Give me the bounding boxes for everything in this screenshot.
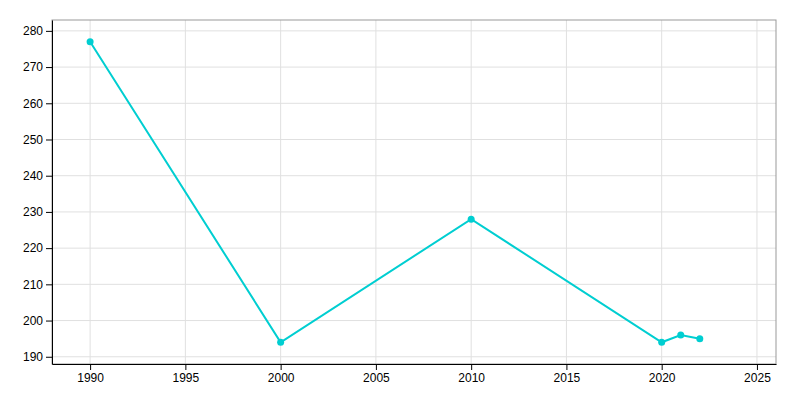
grid-line-y <box>52 284 776 285</box>
tick-mark <box>46 103 52 104</box>
tick-mark <box>376 364 377 370</box>
tick-mark <box>46 248 52 249</box>
tick: 210 <box>23 278 52 292</box>
grid-line-y <box>52 211 776 212</box>
tick-mark <box>185 364 186 370</box>
grid-line-y <box>52 175 776 176</box>
tick: 2015 <box>554 364 581 385</box>
tick: 2005 <box>363 364 390 385</box>
grid-line-x <box>756 20 757 364</box>
point <box>468 216 475 223</box>
tick-mark <box>471 364 472 370</box>
grid-line-x <box>375 20 376 364</box>
tick: 2025 <box>744 364 771 385</box>
tick-label: 2010 <box>458 371 485 385</box>
plot: 1990 1995 2000 2005 2010 2015 2020 2025 190 200 21… <box>23 20 777 385</box>
grid-line-x <box>566 20 567 364</box>
grid <box>52 20 776 364</box>
axis-line <box>53 364 777 365</box>
grid-line-y <box>52 30 776 31</box>
grid-line-y <box>52 139 776 140</box>
tick-label: 2000 <box>268 371 295 385</box>
point <box>277 339 284 346</box>
tick-label: 1995 <box>173 371 200 385</box>
tick: 250 <box>23 133 52 147</box>
tick-label: 1990 <box>77 371 104 385</box>
tick: 280 <box>23 24 52 38</box>
tick: 1995 <box>173 364 200 385</box>
tick-label: 2025 <box>744 371 771 385</box>
tick: 240 <box>23 169 52 183</box>
tick-mark <box>46 31 52 32</box>
grid-line-x <box>90 20 91 364</box>
tick-mark <box>46 139 52 140</box>
tick: 1990 <box>77 364 104 385</box>
tick-label: 2005 <box>363 371 390 385</box>
tick-label: 240 <box>23 169 43 183</box>
tick-label: 200 <box>23 314 43 328</box>
tick-mark <box>46 284 52 285</box>
point <box>87 38 94 45</box>
y-axis: 190 200 210 220 230 240 250 260 270 280 <box>23 21 53 365</box>
tick: 220 <box>23 241 52 255</box>
tick-label: 250 <box>23 133 43 147</box>
tick-mark <box>46 357 52 358</box>
chart: 1990 1995 2000 2005 2010 2015 2020 2025 190 200 21… <box>0 0 800 400</box>
tick: 2000 <box>268 364 295 385</box>
grid-line-y <box>52 67 776 68</box>
grid-line-y <box>52 103 776 104</box>
tick-mark <box>662 364 663 370</box>
tick-mark <box>90 364 91 370</box>
tick: 2010 <box>458 364 485 385</box>
x-axis: 1990 1995 2000 2005 2010 2015 2020 2025 <box>53 364 777 385</box>
tick-label: 210 <box>23 278 43 292</box>
grid-line-x <box>661 20 662 364</box>
grid-line-y <box>52 320 776 321</box>
tick: 2020 <box>649 364 676 385</box>
tick-mark <box>281 364 282 370</box>
tick: 200 <box>23 314 52 328</box>
tick: 230 <box>23 205 52 219</box>
grid-line-y <box>52 356 776 357</box>
grid-line-x <box>280 20 281 364</box>
tick-mark <box>46 321 52 322</box>
tick-label: 270 <box>23 60 43 74</box>
tick-label: 2015 <box>554 371 581 385</box>
tick-label: 280 <box>23 24 43 38</box>
point <box>658 339 665 346</box>
tick: 270 <box>23 60 52 74</box>
tick-label: 190 <box>23 350 43 364</box>
line <box>90 42 700 343</box>
tick: 190 <box>23 350 52 364</box>
grid-line-y <box>52 248 776 249</box>
tick-label: 230 <box>23 205 43 219</box>
tick: 260 <box>23 97 52 111</box>
axis-line <box>52 21 53 365</box>
tick-label: 2020 <box>649 371 676 385</box>
tick-mark <box>757 364 758 370</box>
point <box>696 335 703 342</box>
tick-label: 260 <box>23 97 43 111</box>
tick-mark <box>566 364 567 370</box>
tick-mark <box>46 67 52 68</box>
grid-line-x <box>471 20 472 364</box>
tick-mark <box>46 176 52 177</box>
tick-label: 220 <box>23 241 43 255</box>
plot-frame <box>52 20 776 364</box>
point <box>677 332 684 339</box>
tick-mark <box>46 212 52 213</box>
series <box>87 38 704 346</box>
